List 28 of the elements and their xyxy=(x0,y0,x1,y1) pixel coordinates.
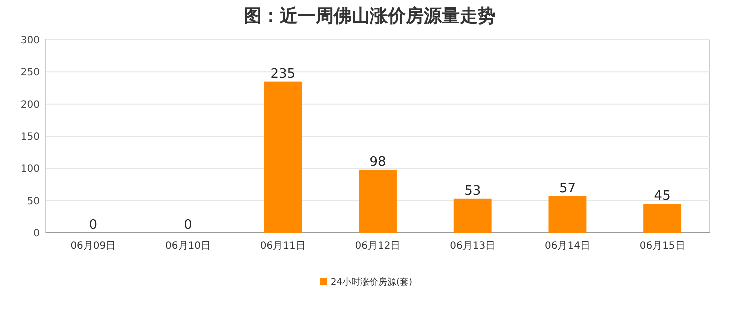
x-tick-label: 06月11日 xyxy=(260,241,306,252)
data-label: 45 xyxy=(654,189,671,204)
chart-title: 图：近一周佛山涨价房源量走势 xyxy=(244,6,496,27)
x-tick-label: 06月09日 xyxy=(70,241,116,252)
bar xyxy=(548,196,587,233)
y-tick-label: 100 xyxy=(20,164,40,176)
data-label: 0 xyxy=(184,218,192,233)
bar xyxy=(644,204,682,233)
y-tick-label: 50 xyxy=(27,196,40,208)
x-tick-label: 06月10日 xyxy=(166,241,212,252)
bar xyxy=(264,82,302,233)
x-tick-label: 06月15日 xyxy=(640,241,686,252)
data-label: 53 xyxy=(464,184,482,199)
data-label: 0 xyxy=(89,218,98,233)
y-tick-label: 250 xyxy=(20,68,40,79)
x-tick-label: 06月13日 xyxy=(450,241,496,252)
y-tick-label: 200 xyxy=(20,100,40,111)
y-tick-label: 150 xyxy=(20,132,40,143)
bar xyxy=(359,170,397,233)
data-label: 235 xyxy=(270,66,296,82)
legend-label: 24小时涨价房源(套) xyxy=(331,277,412,288)
bar xyxy=(454,198,492,233)
data-label: 98 xyxy=(370,154,386,170)
x-tick-label: 06月14日 xyxy=(544,241,590,252)
data-label: 57 xyxy=(559,181,576,196)
x-tick-label: 06月12日 xyxy=(355,241,401,252)
y-tick-label: 300 xyxy=(20,36,40,46)
y-tick-label: 0 xyxy=(34,228,40,240)
